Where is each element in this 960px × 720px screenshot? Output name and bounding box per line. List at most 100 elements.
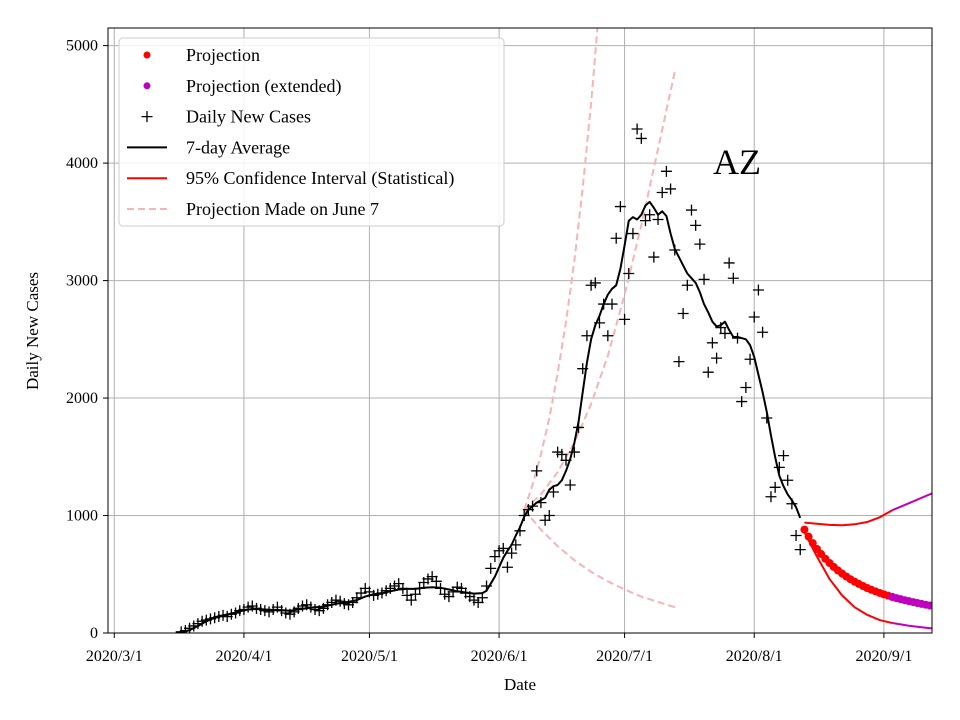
ci-lower-extended-line <box>892 622 932 630</box>
daily-case-marker <box>564 479 576 491</box>
june7-projection-upper <box>523 28 599 511</box>
series-layer <box>175 28 960 633</box>
legend-label-projection: Projection <box>186 45 260 65</box>
daily-case-marker <box>497 542 509 554</box>
daily-case-marker <box>719 327 731 339</box>
seven-day-average-line <box>180 200 802 633</box>
daily-case-marker <box>639 215 651 227</box>
daily-case-marker <box>602 330 614 342</box>
june7-projection-lower <box>523 509 676 609</box>
y-tick-label: 5000 <box>66 38 98 55</box>
ci-upper-extended-line <box>891 492 932 512</box>
daily-case-marker <box>790 529 802 541</box>
daily-case-marker <box>660 165 672 177</box>
legend: Projection Projection (extended) Daily New… <box>118 37 505 227</box>
daily-case-marker <box>794 544 806 556</box>
daily-case-marker <box>736 396 748 408</box>
daily-case-marker <box>619 313 631 325</box>
daily-case-marker <box>501 561 513 573</box>
daily-case-marker <box>711 352 723 364</box>
daily-case-marker <box>673 356 685 368</box>
daily-case-marker <box>623 268 635 280</box>
daily-case-marker <box>706 337 718 349</box>
daily-case-marker <box>652 213 664 225</box>
y-tick-label: 2000 <box>66 390 98 407</box>
daily-case-marker <box>694 238 706 250</box>
projection-extended-point <box>938 604 946 612</box>
projection-extended-point <box>943 604 951 612</box>
daily-case-marker <box>556 448 568 460</box>
x-tick-label: 2020/8/1 <box>726 648 783 665</box>
daily-case-marker <box>698 273 710 285</box>
daily-case-marker <box>690 219 702 231</box>
daily-case-marker <box>656 186 668 198</box>
projection-point <box>800 525 809 534</box>
x-tick-label: 2020/7/1 <box>596 648 653 665</box>
legend-label-daily: Daily New Cases <box>186 107 311 127</box>
daily-case-marker <box>405 594 417 606</box>
daily-case-marker <box>430 575 442 587</box>
daily-case-marker <box>644 209 656 221</box>
daily-case-marker <box>782 474 794 486</box>
x-tick-label: 2020/6/1 <box>471 648 528 665</box>
x-axis-label: Date <box>504 675 536 694</box>
projection-extended-point <box>947 605 955 613</box>
y-axis-label: Daily New Cases <box>23 272 42 390</box>
daily-case-marker <box>685 204 697 216</box>
daily-case-marker <box>752 284 764 296</box>
axis-ticks: 2020/3/1 2020/4/1 2020/5/1 2020/6/1 2020/7/1… <box>66 38 912 665</box>
daily-case-marker <box>547 486 559 498</box>
daily-case-marker <box>765 491 777 503</box>
daily-case-marker <box>606 298 618 310</box>
legend-label-average: 7-day Average <box>186 137 290 157</box>
daily-case-marker <box>727 272 739 284</box>
daily-case-marker <box>635 132 647 144</box>
daily-case-marker <box>757 326 769 338</box>
legend-marker-daily <box>141 111 153 123</box>
daily-case-marker <box>648 251 660 263</box>
daily-case-marker <box>409 588 421 600</box>
projection-point <box>804 532 813 541</box>
daily-case-marker <box>715 322 727 334</box>
projection-point <box>808 539 817 548</box>
daily-case-marker <box>581 330 593 342</box>
legend-marker-projection_extended <box>143 82 151 90</box>
daily-case-marker <box>702 366 714 378</box>
legend-label-projection_extended: Projection (extended) <box>186 76 341 97</box>
daily-case-marker <box>627 228 639 240</box>
ci-upper-line <box>804 509 893 527</box>
legend-label-ci: 95% Confidence Interval (Statistical) <box>186 168 454 189</box>
daily-case-marker <box>723 257 735 269</box>
state-label: AZ <box>713 142 761 182</box>
daily-case-marker <box>531 465 543 477</box>
daily-case-marker <box>778 450 790 462</box>
x-tick-label: 2020/5/1 <box>341 648 398 665</box>
daily-case-marker <box>506 547 518 559</box>
y-tick-label: 3000 <box>66 273 98 290</box>
daily-case-marker <box>489 551 501 563</box>
legend-box <box>118 37 505 227</box>
june7-projection-middle <box>523 71 676 511</box>
projection-extended-point <box>930 602 932 610</box>
daily-case-marker <box>485 562 497 574</box>
x-tick-label: 2020/3/1 <box>86 648 143 665</box>
y-tick-label: 0 <box>90 625 98 642</box>
daily-case-marker <box>543 510 555 522</box>
daily-case-marker <box>740 381 752 393</box>
projection-extended-point <box>951 605 959 613</box>
daily-case-marker <box>773 461 785 473</box>
projection-extended-point <box>955 606 960 614</box>
plot-frame <box>107 27 933 634</box>
daily-case-marker <box>614 201 626 213</box>
daily-case-marker <box>769 481 781 493</box>
projection-extended-point <box>934 603 942 611</box>
x-tick-label: 2020/9/1 <box>855 648 912 665</box>
ci-lower-line <box>803 531 893 624</box>
daily-case-marker <box>631 123 643 135</box>
y-tick-label: 4000 <box>66 155 98 172</box>
legend-label-june7: Projection Made on June 7 <box>186 199 379 219</box>
daily-case-marker <box>568 446 580 458</box>
daily-case-marker <box>677 307 689 319</box>
legend-marker-projection <box>143 51 151 59</box>
